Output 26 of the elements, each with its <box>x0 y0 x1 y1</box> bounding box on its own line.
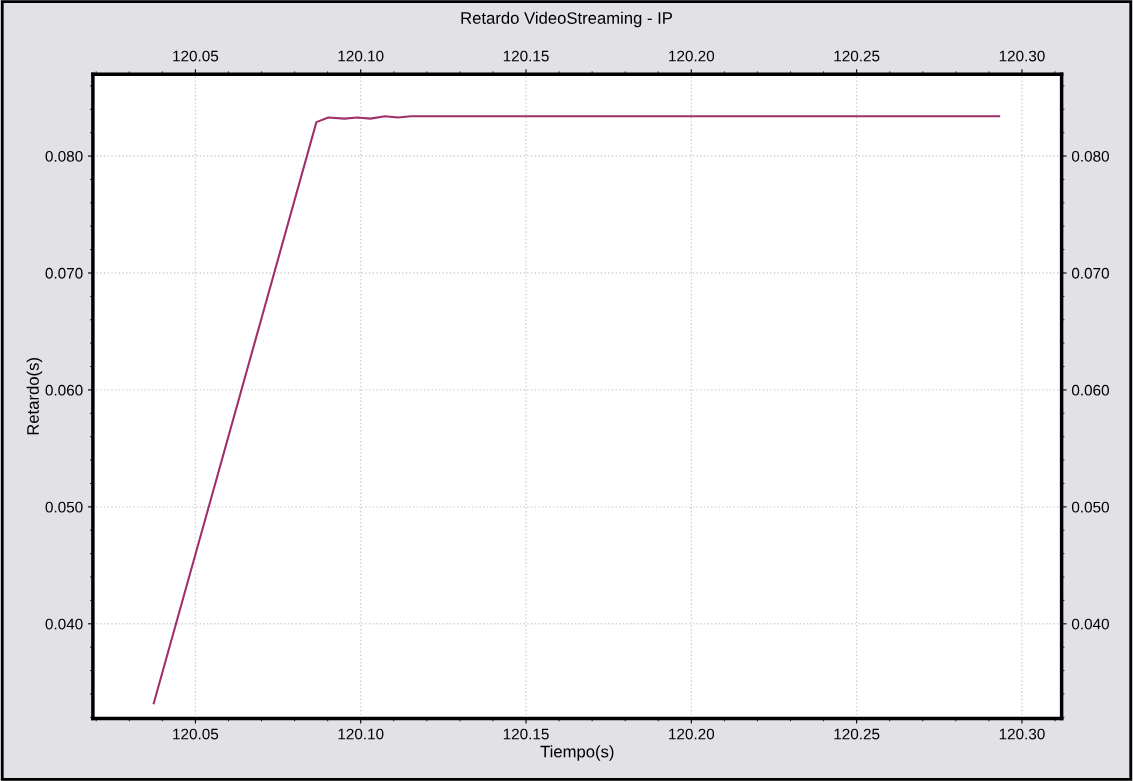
y-tick-label: 0.080 <box>45 150 83 162</box>
x-tick-label: 120.15 <box>503 728 549 740</box>
y-axis-title: Retardo(s) <box>26 358 43 435</box>
chart-title: Retardo VideoStreaming - IP <box>461 11 673 28</box>
y-tick-label: 0.040 <box>45 618 83 630</box>
x-tick-label: 120.30 <box>999 728 1045 740</box>
x2-tick-label: 120.05 <box>173 50 219 62</box>
x-axis-title: Tiempo(s) <box>540 745 614 761</box>
x2-tick-label: 120.25 <box>834 50 880 62</box>
y-tick-label: 0.060 <box>45 384 83 396</box>
y2-tick-label: 0.060 <box>1071 384 1109 396</box>
x2-tick-label: 120.10 <box>338 50 384 62</box>
x-tick-label: 120.10 <box>338 728 384 740</box>
line-series <box>152 115 1001 705</box>
y2-tick-label: 0.040 <box>1071 618 1109 630</box>
y2-tick-label: 0.050 <box>1071 501 1109 513</box>
y2-tick-label: 0.080 <box>1071 150 1109 162</box>
y-tick-label: 0.050 <box>45 501 83 513</box>
y-tick-label: 0.070 <box>45 267 83 279</box>
x-tick-label: 120.05 <box>173 728 219 740</box>
x-tick-label: 120.25 <box>834 728 880 740</box>
x2-tick-label: 120.15 <box>503 50 549 62</box>
x2-tick-label: 120.20 <box>669 50 715 62</box>
x2-tick-label: 120.30 <box>999 50 1045 62</box>
x-tick-label: 120.20 <box>669 728 715 740</box>
y2-tick-label: 0.070 <box>1071 267 1109 279</box>
